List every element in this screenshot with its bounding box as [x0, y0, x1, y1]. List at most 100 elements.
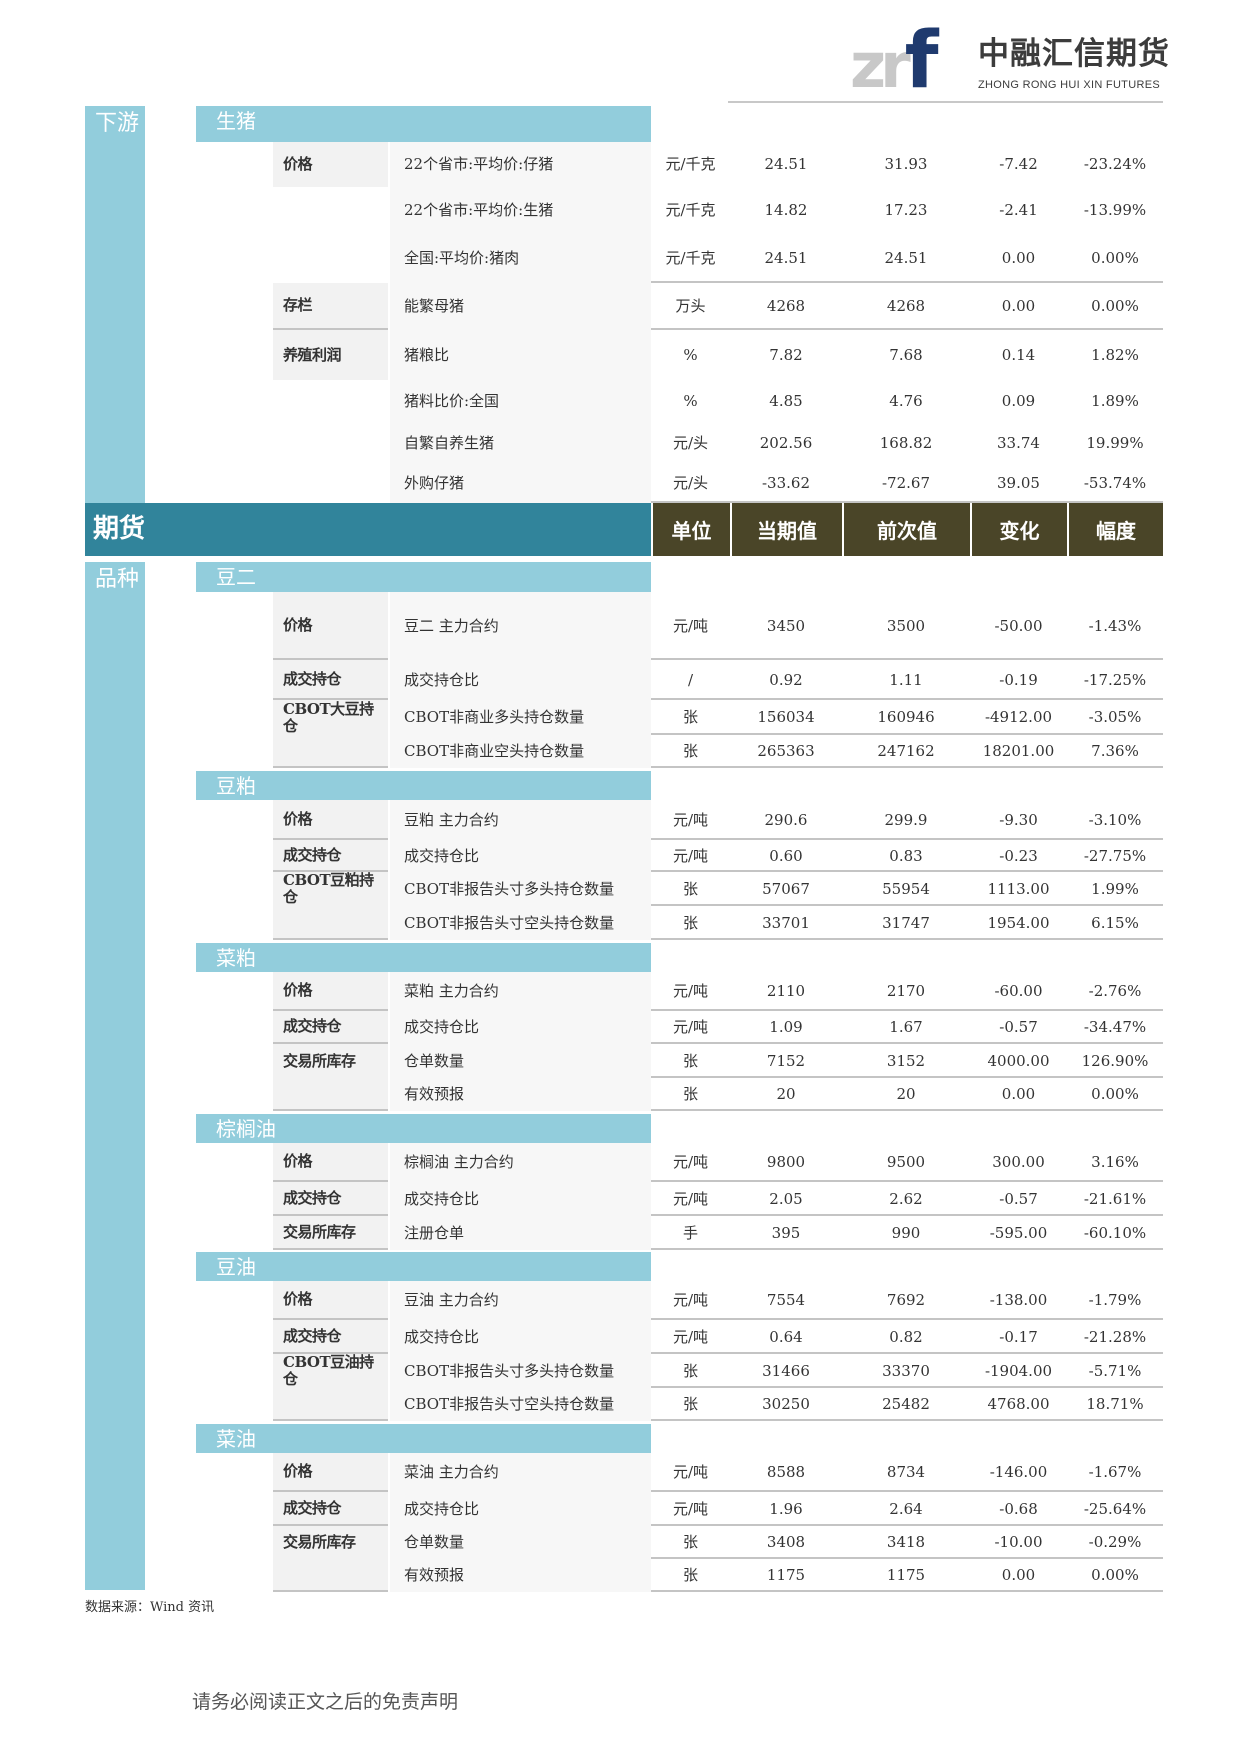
cell-pct: 1.82%	[1091, 345, 1139, 364]
row-indicator-name: 豆油 主力合约	[390, 1281, 651, 1320]
row-divider	[651, 838, 1163, 840]
cell-pct: 19.99%	[1086, 433, 1144, 452]
row-indicator-name: CBOT非报告头寸空头持仓数量	[390, 906, 651, 940]
cell-prev: 24.51	[884, 248, 928, 267]
row-divider	[651, 870, 1163, 872]
cell-prev: 3418	[886, 1533, 926, 1551]
cell-chg: 18201.00	[982, 742, 1055, 760]
row-indicator-name: 自繁自养生猪	[390, 423, 651, 463]
col-header-previous: 前次值	[842, 503, 970, 556]
row-group-label: 价格	[273, 592, 388, 660]
cell-pct: 1.99%	[1091, 879, 1139, 898]
cell-prev: 4.76	[889, 392, 923, 410]
cell-chg: -10.00	[994, 1533, 1043, 1551]
row-indicator-name: 猪料比价:全国	[390, 380, 651, 423]
cell-prev: 4268	[886, 297, 926, 315]
cell-chg: 0.00	[1001, 297, 1036, 315]
category-header: 豆二	[196, 562, 651, 592]
cell-cur: 14.82	[764, 200, 808, 219]
cell-unit: %	[683, 345, 698, 364]
cell-chg: -50.00	[994, 616, 1043, 635]
row-group-label: 交易所库存	[273, 1216, 388, 1250]
cell-prev: 7.68	[889, 345, 923, 364]
cell-prev: 17.23	[884, 200, 928, 219]
cell-prev: 31747	[882, 913, 930, 932]
col-header-unit: 单位	[651, 503, 730, 556]
cell-unit: 元/吨	[672, 810, 709, 829]
row-group-label: 交易所库存	[273, 1526, 388, 1559]
cell-unit: 元/吨	[672, 1018, 709, 1036]
row-indicator-name: 22个省市:平均价:仔猪	[390, 142, 651, 187]
cell-pct: -17.25%	[1083, 670, 1147, 689]
cell-cur: 2.05	[769, 1189, 803, 1208]
cell-pct: -27.75%	[1083, 846, 1147, 865]
category-header: 菜粕	[196, 943, 651, 972]
cell-cur: 0.92	[769, 670, 803, 689]
row-divider	[651, 733, 1163, 735]
cell-unit: 元/吨	[672, 846, 709, 865]
row-indicator-name: 豆二 主力合约	[390, 592, 651, 660]
cell-cur: 20	[776, 1085, 796, 1103]
cell-pct: -1.67%	[1088, 1463, 1142, 1481]
cell-chg: -0.23	[999, 846, 1038, 865]
row-group-label: CBOT豆粕持仓	[273, 872, 388, 906]
col-header-current: 当期值	[730, 503, 842, 556]
cell-chg: -9.30	[999, 810, 1038, 829]
row-divider	[651, 698, 1163, 700]
cell-pct: 1.89%	[1091, 392, 1139, 410]
cell-pct: 0.00%	[1091, 1566, 1139, 1584]
cell-unit: 元/千克	[665, 200, 716, 219]
cell-prev: 160946	[877, 708, 935, 726]
cell-pct: -1.79%	[1088, 1291, 1142, 1309]
cell-chg: -0.57	[999, 1189, 1038, 1208]
row-group-label: CBOT豆油持仓	[273, 1354, 388, 1388]
cell-pct: -3.05%	[1088, 708, 1142, 726]
row-indicator-name: 成交持仓比	[390, 1492, 651, 1526]
cell-unit: 元/吨	[672, 1499, 709, 1518]
header-divider	[728, 101, 1163, 103]
cell-prev: 20	[896, 1085, 916, 1103]
row-divider	[651, 1318, 1163, 1320]
cell-chg: -60.00	[994, 982, 1043, 1000]
cell-chg: 1954.00	[987, 913, 1050, 932]
row-divider	[651, 1248, 1163, 1250]
cell-cur: 57067	[762, 879, 810, 898]
cell-cur: 0.64	[769, 1327, 803, 1346]
cell-unit: 元/吨	[672, 616, 709, 635]
cell-pct: -53.74%	[1083, 473, 1147, 492]
cell-chg: -7.42	[999, 155, 1038, 173]
cell-unit: 万头	[675, 297, 706, 315]
cell-chg: 0.14	[1001, 345, 1036, 364]
category-header: 生猪	[196, 106, 651, 142]
cell-chg: -138.00	[989, 1291, 1048, 1309]
cell-cur: 3408	[766, 1533, 806, 1551]
cell-cur: 1.96	[769, 1499, 803, 1518]
row-divider	[651, 1180, 1163, 1182]
row-indicator-name: 猪粮比	[390, 330, 651, 380]
cell-pct: -34.47%	[1083, 1018, 1147, 1036]
cell-cur: 395	[771, 1223, 801, 1242]
row-group-label	[273, 1078, 388, 1111]
cell-pct: 3.16%	[1091, 1153, 1139, 1171]
row-divider	[651, 1352, 1163, 1354]
row-group-label: 交易所库存	[273, 1044, 388, 1078]
cell-prev: 1.67	[889, 1018, 923, 1036]
row-divider	[651, 938, 1163, 940]
cell-pct: -60.10%	[1083, 1223, 1147, 1242]
row-indicator-name: 外购仔猪	[390, 463, 651, 503]
row-divider	[651, 1490, 1163, 1492]
category-header: 菜油	[196, 1424, 651, 1453]
row-indicator-name: 全国:平均价:猪肉	[390, 233, 651, 283]
cell-unit: 张	[682, 708, 698, 726]
cell-prev: 33370	[882, 1361, 930, 1380]
cell-prev: 9500	[886, 1153, 926, 1171]
cell-pct: -21.28%	[1083, 1327, 1147, 1346]
cell-prev: 31.93	[884, 155, 928, 173]
cell-cur: 202.56	[759, 433, 813, 452]
cell-pct: 126.90%	[1081, 1051, 1149, 1070]
cell-cur: 4268	[766, 297, 806, 315]
cell-pct: 0.00%	[1091, 1085, 1139, 1103]
row-group-label	[273, 906, 388, 940]
row-group-label: CBOT大豆持仓	[273, 700, 388, 735]
row-indicator-name: CBOT非商业多头持仓数量	[390, 700, 651, 735]
